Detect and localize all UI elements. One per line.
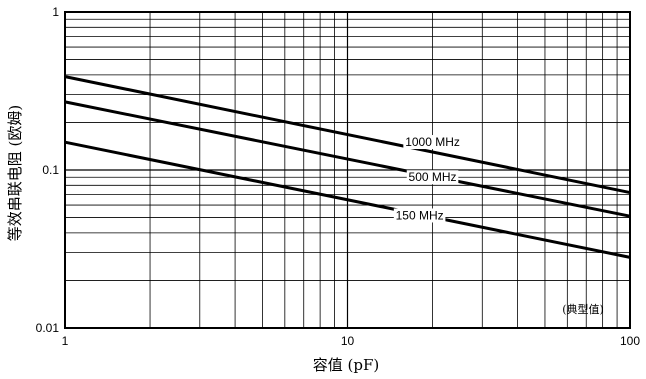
series-label-bg <box>393 208 446 223</box>
series-labels: 1000 MHz 500 MHz 150 MHz <box>393 135 462 223</box>
grid <box>65 12 630 328</box>
series-line <box>64 100 631 218</box>
tick-labels: 1 10 100 0.01 0.1 1 <box>36 5 641 348</box>
x-axis-title: 容值 (pF) <box>313 356 379 374</box>
x-tick-label: 100 <box>620 334 640 348</box>
plot-frame <box>64 11 631 329</box>
series-label: 500 MHz <box>409 170 457 184</box>
y-tick-label: 0.01 <box>36 321 60 335</box>
y-axis-title: 等效串联电阻 (欧姆) <box>6 105 24 241</box>
y-tick-label: 1 <box>52 5 59 19</box>
series-label: 150 MHz <box>396 208 444 222</box>
typical-value-note: (典型值) <box>562 302 604 316</box>
y-tick-label: 0.1 <box>42 163 59 177</box>
series-label-bg <box>403 135 462 150</box>
x-tick-label: 1 <box>62 334 69 348</box>
series-label: 1000 MHz <box>405 135 460 149</box>
series-line <box>64 75 631 195</box>
series-lines <box>64 75 631 259</box>
series-line <box>64 140 631 259</box>
x-tick-label: 10 <box>341 334 355 348</box>
series-label-bg <box>406 170 459 185</box>
